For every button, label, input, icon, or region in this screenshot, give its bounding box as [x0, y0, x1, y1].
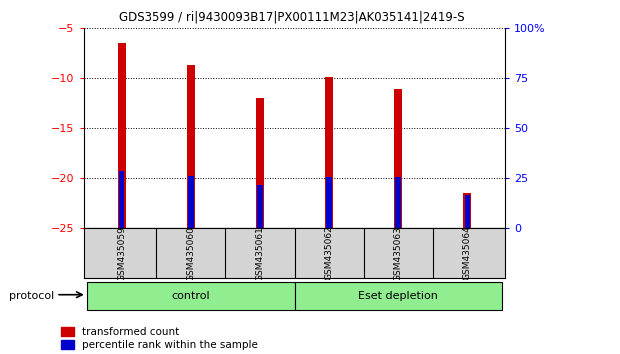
Bar: [257, 185, 263, 228]
Bar: [394, 89, 402, 228]
FancyBboxPatch shape: [87, 282, 294, 310]
Text: protocol: protocol: [9, 291, 55, 301]
Text: control: control: [172, 291, 210, 301]
Text: GDS3599 / ri|9430093B17|PX00111M23|AK035141|2419-S: GDS3599 / ri|9430093B17|PX00111M23|AK035…: [118, 11, 464, 24]
Bar: [463, 193, 471, 228]
Text: GSM435060: GSM435060: [187, 225, 195, 281]
Text: GSM435063: GSM435063: [394, 225, 402, 281]
Text: Eset depletion: Eset depletion: [358, 291, 438, 301]
Bar: [119, 171, 125, 228]
Bar: [326, 177, 332, 228]
Text: GSM435062: GSM435062: [324, 226, 334, 280]
Text: GSM435061: GSM435061: [255, 225, 265, 281]
Legend: transformed count, percentile rank within the sample: transformed count, percentile rank withi…: [61, 327, 258, 350]
Bar: [188, 176, 193, 228]
Bar: [464, 195, 470, 228]
Text: GSM435064: GSM435064: [463, 226, 472, 280]
Bar: [256, 98, 264, 228]
Bar: [325, 77, 333, 228]
FancyBboxPatch shape: [294, 282, 502, 310]
Bar: [396, 177, 401, 228]
Bar: [118, 43, 126, 228]
Text: GSM435059: GSM435059: [117, 225, 126, 281]
Bar: [187, 65, 195, 228]
